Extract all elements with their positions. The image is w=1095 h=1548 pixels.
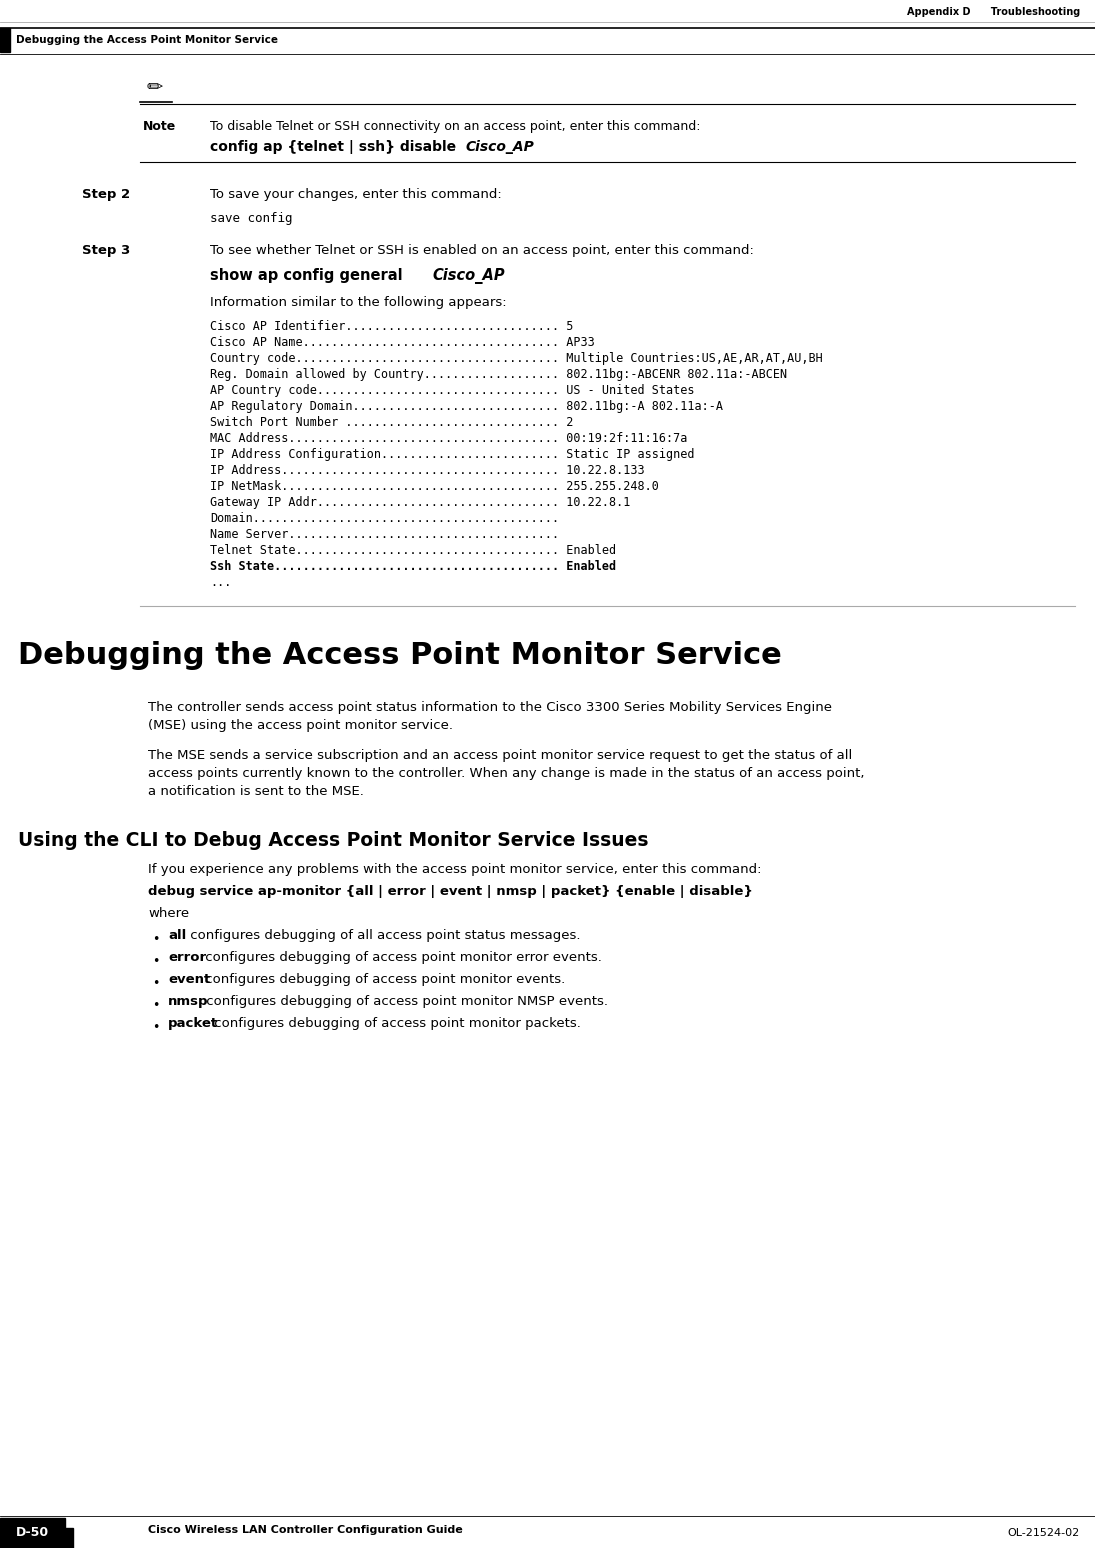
Text: AP Country code.................................. US - United States: AP Country code.........................… [210,384,694,396]
Text: (MSE) using the access point monitor service.: (MSE) using the access point monitor ser… [148,718,453,732]
Text: Country code..................................... Multiple Countries:US,AE,AR,AT: Country code............................… [210,351,822,365]
Text: Debugging the Access Point Monitor Service: Debugging the Access Point Monitor Servi… [18,641,782,670]
Bar [0,28,10,53]
Text: configures debugging of access point monitor NMSP events.: configures debugging of access point mon… [201,995,608,1008]
Text: Telnet State..................................... Enabled: Telnet State............................… [210,543,616,557]
Text: debug service ap-monitor {all | error | event | nmsp | packet} {enable | disable: debug service ap-monitor {all | error | … [148,885,753,898]
Text: Ssh State........................................ Enabled: Ssh State...............................… [210,560,616,573]
Text: Cisco AP Name.................................... AP33: Cisco AP Name...........................… [210,336,595,348]
Text: IP Address Configuration......................... Static IP assigned: IP Address Configuration................… [210,447,694,461]
Text: To see whether Telnet or SSH is enabled on an access point, enter this command:: To see whether Telnet or SSH is enabled … [210,245,753,257]
Text: To disable Telnet or SSH connectivity on an access point, enter this command:: To disable Telnet or SSH connectivity on… [210,121,701,133]
Text: all: all [168,929,186,943]
Text: •: • [152,998,160,1012]
Text: show ap config general: show ap config general [210,268,407,283]
Text: Name Server......................................: Name Server.............................… [210,528,560,540]
Text: Switch Port Number .............................. 2: Switch Port Number .....................… [210,416,574,429]
Text: save config: save config [210,212,292,224]
Text: IP Address....................................... 10.22.8.133: IP Address..............................… [210,464,645,477]
Text: Gateway IP Addr.................................. 10.22.8.1: Gateway IP Addr.........................… [210,495,631,509]
Text: Appendix D      Troubleshooting: Appendix D Troubleshooting [907,8,1080,17]
Text: configures debugging of all access point status messages.: configures debugging of all access point… [186,929,580,943]
Bar [0,1519,65,1548]
Text: configures debugging of access point monitor packets.: configures debugging of access point mon… [210,1017,580,1029]
Text: Note: Note [143,121,176,133]
Text: Step 2: Step 2 [82,187,130,201]
Text: ✏: ✏ [147,77,163,98]
Text: The controller sends access point status information to the Cisco 3300 Series Mo: The controller sends access point status… [148,701,832,714]
Text: •: • [152,933,160,946]
Text: Domain...........................................: Domain..................................… [210,512,560,525]
Text: If you experience any problems with the access point monitor service, enter this: If you experience any problems with the … [148,862,761,876]
Text: Information similar to the following appears:: Information similar to the following app… [210,296,507,310]
Text: MAC Address...................................... 00:19:2f:11:16:7a: MAC Address.............................… [210,432,688,444]
Text: Using the CLI to Debug Access Point Monitor Service Issues: Using the CLI to Debug Access Point Moni… [18,831,648,850]
Text: OL-21524-02: OL-21524-02 [1007,1528,1080,1539]
Text: •: • [152,955,160,968]
Text: error: error [168,950,206,964]
Text: packet: packet [168,1017,218,1029]
Text: config ap {telnet | ssh} disable: config ap {telnet | ssh} disable [210,139,461,153]
Text: configures debugging of access point monitor error events.: configures debugging of access point mon… [201,950,602,964]
Text: The MSE sends a service subscription and an access point monitor service request: The MSE sends a service subscription and… [148,749,852,762]
Text: To save your changes, enter this command:: To save your changes, enter this command… [210,187,502,201]
Bar [65,1528,73,1548]
Text: a notification is sent to the MSE.: a notification is sent to the MSE. [148,785,364,799]
Text: AP Regulatory Domain............................. 802.11bg:-A 802.11a:-A: AP Regulatory Domain....................… [210,399,723,413]
Text: ...: ... [210,576,231,588]
Text: event: event [168,974,210,986]
Text: Cisco Wireless LAN Controller Configuration Guide: Cisco Wireless LAN Controller Configurat… [148,1525,463,1536]
Text: •: • [152,977,160,991]
Text: Reg. Domain allowed by Country................... 802.11bg:-ABCENR 802.11a:-ABCE: Reg. Domain allowed by Country..........… [210,368,787,381]
Text: Cisco AP Identifier.............................. 5: Cisco AP Identifier.....................… [210,320,574,333]
Text: D-50: D-50 [15,1526,48,1540]
Text: access points currently known to the controller. When any change is made in the : access points currently known to the con… [148,766,864,780]
Text: nmsp: nmsp [168,995,208,1008]
Text: Step 3: Step 3 [82,245,130,257]
Text: configures debugging of access point monitor events.: configures debugging of access point mon… [201,974,565,986]
Text: •: • [152,1022,160,1034]
Text: Cisco_AP: Cisco_AP [466,139,534,153]
Text: Cisco_AP: Cisco_AP [433,268,505,283]
Text: IP NetMask....................................... 255.255.248.0: IP NetMask..............................… [210,480,659,492]
Text: Debugging the Access Point Monitor Service: Debugging the Access Point Monitor Servi… [16,36,278,45]
Text: where: where [148,907,189,920]
